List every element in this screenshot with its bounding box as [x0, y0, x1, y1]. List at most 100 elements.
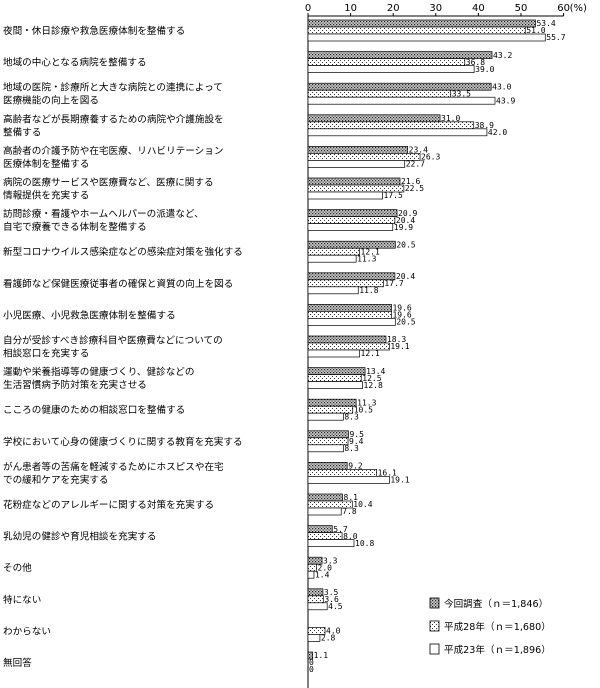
bar	[307, 507, 342, 516]
bar-value-label: 36.8	[466, 58, 485, 67]
bar-value-label: 19.6	[392, 304, 411, 313]
bar-value-label: 19.9	[394, 223, 413, 232]
bar-value-label: 2.8	[321, 634, 336, 643]
bar-value-label: 13.4	[366, 367, 385, 376]
x-tick-label: 10	[344, 3, 357, 14]
category-label: 無回答	[3, 657, 32, 669]
bar-value-label: 43.9	[496, 96, 515, 105]
bar	[307, 634, 321, 642]
bar-value-label: 39.0	[475, 65, 494, 74]
bar-value-label: 5.7	[333, 525, 348, 534]
bar-value-label: 12.5	[362, 374, 381, 383]
bar	[307, 412, 344, 421]
bar-value-label: 23.4	[409, 146, 428, 155]
bar	[307, 539, 355, 547]
bar-value-label: 0	[309, 658, 314, 667]
category-label: 病院の医療サービスや医療費など、医療に関する	[3, 177, 214, 189]
legend-label: 今回調査（ｎ＝1,846）	[444, 598, 548, 610]
bar-value-label: 20.9	[398, 209, 417, 218]
bar-value-label: 20.5	[396, 240, 415, 249]
x-tick-label: 0	[305, 3, 311, 14]
bar-value-label: 12.1	[361, 247, 380, 256]
bar-value-label: 55.7	[546, 33, 565, 42]
category-label: 運動や栄養指導等の健康づくり、健診などの	[3, 366, 195, 378]
bar	[307, 374, 362, 382]
value-labels: 53.4 43.2 43.0 31.0 23.4 21.6 20.9 20.5 20.4 19.6…	[309, 19, 566, 674]
bar-value-label: 7.8	[342, 507, 357, 516]
bar	[307, 19, 536, 28]
bar-value-label: 17.7	[384, 279, 403, 288]
category-label: 生活習慣病予防対策を充実させる	[3, 379, 147, 391]
category-label: 夜間・休日診療や救急医療体制を整備する	[3, 25, 185, 37]
bar-value-label: 20.5	[396, 318, 415, 327]
bar-value-label: 3.3	[323, 556, 338, 565]
bar-value-label: 8.3	[344, 412, 359, 421]
category-label: 乳幼児の健診や育児相談を充実する	[3, 531, 157, 543]
bar-value-label: 3.6	[324, 595, 339, 604]
bar-value-label: 12.1	[361, 349, 380, 358]
bar-value-label: 31.0	[441, 114, 460, 123]
bar	[307, 153, 421, 161]
legend: 今回調査（ｎ＝1,846） 平成28年（ｎ＝1,680） 平成23年（ｎ＝1,896…	[429, 597, 551, 656]
bar	[307, 462, 348, 470]
bar	[307, 128, 488, 137]
legend-label: 平成28年（ｎ＝1,680）	[444, 621, 551, 633]
bar-value-label: 12.8	[364, 381, 383, 390]
category-label: がん患者等の苦痛を軽減するためにホスピスや在宅	[3, 461, 224, 473]
legend-swatch	[429, 620, 440, 632]
bar-value-label: 10.8	[355, 539, 374, 548]
x-axis-unit: (%)	[570, 3, 587, 14]
bar-value-label: 9.4	[349, 437, 364, 446]
bar	[307, 311, 392, 319]
category-label: 医療機能の向上を図る	[3, 95, 99, 107]
bar-value-label: 4.5	[328, 602, 343, 611]
bar	[307, 51, 493, 59]
bar-value-label: 10.5	[354, 405, 373, 414]
bar	[307, 191, 383, 200]
bar-value-label: 53.4	[536, 19, 555, 28]
bar	[307, 318, 396, 326]
category-label: での緩和ケアを充実する	[3, 474, 109, 486]
category-label: 訪問診療・看護やホームヘルパーの派遣など、	[3, 208, 204, 220]
x-tick-label: 50	[515, 3, 528, 14]
x-tick-label: 30	[429, 3, 442, 14]
category-label: 学校において心身の健康づくりに関する教育を充実する	[3, 436, 243, 448]
category-label: 小児医療、小児救急医療体制を整備する	[3, 309, 176, 321]
bar	[307, 304, 392, 312]
bar	[307, 570, 315, 579]
bar-value-label: 8.1	[344, 493, 359, 502]
x-tick-label: 20	[387, 3, 400, 14]
bar-value-label: 8.3	[344, 444, 359, 453]
bar	[307, 58, 466, 66]
bar-value-label: 1.4	[315, 570, 330, 579]
bar	[307, 476, 390, 484]
bar-value-label: 21.6	[401, 177, 420, 186]
bar-value-label: 22.7	[406, 160, 425, 169]
bar	[307, 96, 496, 105]
category-label: その他	[3, 562, 32, 574]
bar-value-label: 1.1	[314, 651, 329, 660]
bar-value-label: 0	[309, 665, 314, 674]
category-label: 医療体制を整備する	[3, 158, 89, 170]
bar	[307, 89, 452, 98]
bar-value-label: 19.1	[390, 342, 409, 351]
bar-value-label: 43.2	[493, 51, 512, 60]
bar	[307, 272, 396, 281]
bar	[307, 209, 398, 217]
category-label: 看護師など保健医療従事者の確保と資質の向上を図る	[3, 278, 233, 290]
category-label: 地域の中心となる病院を整備する	[3, 57, 147, 69]
bar	[307, 26, 526, 35]
bar-value-label: 19.6	[392, 311, 411, 320]
bars	[307, 19, 546, 660]
bar	[307, 146, 409, 154]
category-label: 特にない	[3, 594, 41, 606]
x-tick-label: 40	[472, 3, 485, 14]
bar-value-label: 11.8	[359, 286, 378, 295]
category-label: 整備する	[3, 126, 41, 138]
category-label: 新型コロナウイルス感染症などの感染症対策を強化する	[3, 246, 243, 258]
category-label: 高齢者の介護予防や在宅医療、リハビリテーション	[3, 145, 223, 157]
bar	[307, 335, 387, 344]
bar-value-label: 9.2	[348, 462, 363, 471]
category-label: 高齢者などが長期療養するための病院や介護施設を	[3, 113, 224, 125]
bar-value-label: 3.5	[324, 588, 339, 597]
